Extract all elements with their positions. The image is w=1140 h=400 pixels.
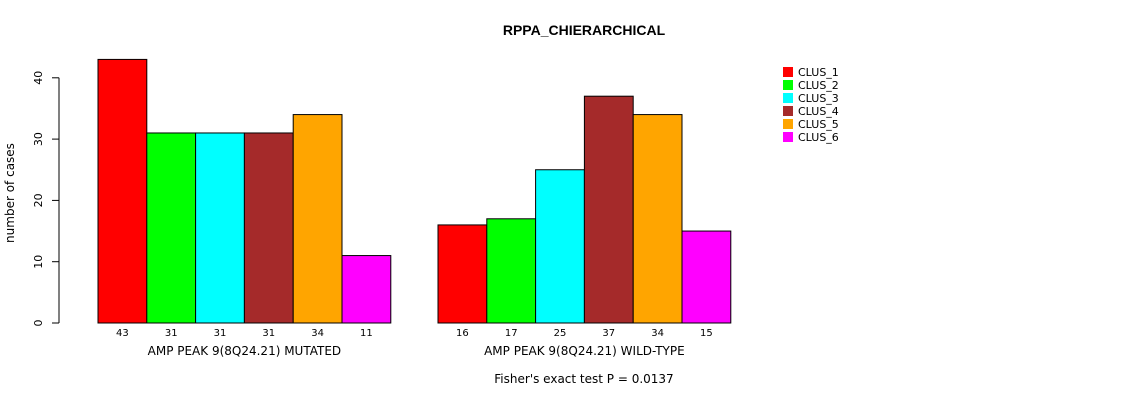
- bar-clus3-group1: [195, 132, 245, 324]
- group-label: AMP PEAK 9(8Q24.21) MUTATED: [148, 344, 342, 358]
- group-label: AMP PEAK 9(8Q24.21) WILD-TYPE: [484, 344, 685, 358]
- y-tick-label: 10: [32, 255, 45, 269]
- bar-value-label: 43: [116, 328, 129, 339]
- y-tick-label: 30: [32, 132, 45, 146]
- legend-label: CLUS_5: [798, 118, 839, 131]
- legend-label: CLUS_1: [798, 66, 839, 79]
- bar-value-label: 17: [505, 328, 518, 339]
- bars: [97, 58, 732, 324]
- y-tick-label: 0: [32, 320, 45, 327]
- legend-swatch: [783, 93, 793, 103]
- bar-clus2-group1: [146, 132, 197, 324]
- legend-swatch: [783, 80, 793, 90]
- legend-label: CLUS_3: [798, 92, 839, 105]
- bar-clus2-group2: [486, 218, 537, 324]
- y-axis: 0 10 20 30 40: [32, 71, 60, 327]
- fisher-test-footnote: Fisher's exact test P = 0.0137: [494, 372, 673, 386]
- bar-value-label: 34: [651, 328, 664, 339]
- group-labels: AMP PEAK 9(8Q24.21) MUTATED AMP PEAK 9(8Q…: [148, 344, 685, 358]
- bar-value-label: 37: [602, 328, 615, 339]
- bar-clus6-group1: [341, 255, 392, 324]
- bar-clus5-group1: [292, 114, 343, 324]
- bar-value-label: 31: [165, 328, 178, 339]
- bar-value-label: 15: [700, 328, 713, 339]
- bar-clus6-group2: [681, 230, 732, 324]
- bar-value-labels: 43 31 31 31 34 11 16 17 25 37 34 15: [116, 328, 713, 339]
- legend-label: CLUS_4: [798, 105, 839, 118]
- bar-value-label: 31: [214, 328, 227, 339]
- bar-clus4-group2: [583, 95, 634, 324]
- bar-value-label: 11: [360, 328, 373, 339]
- y-tick-label: 20: [32, 193, 45, 207]
- bar-value-label: 34: [311, 328, 324, 339]
- bar-value-label: 25: [554, 328, 567, 339]
- bar-clus5-group2: [632, 114, 683, 324]
- bar-value-label: 31: [262, 328, 275, 339]
- legend-label: CLUS_2: [798, 79, 839, 92]
- legend-swatch: [783, 67, 793, 77]
- legend-label: CLUS_6: [798, 131, 839, 144]
- bar-clus1-group2: [437, 224, 488, 324]
- chart-title: RPPA_CHIERARCHICAL: [503, 22, 666, 38]
- y-tick-label: 40: [32, 71, 45, 85]
- legend-swatch: [783, 106, 793, 116]
- bar-clus3-group2: [535, 169, 585, 324]
- legend-swatch: [783, 132, 793, 142]
- bar-value-label: 16: [456, 328, 469, 339]
- bar-clus4-group1: [243, 132, 294, 324]
- y-axis-label: number of cases: [3, 143, 17, 243]
- bar-clus1-group1: [97, 58, 148, 324]
- legend-swatch: [783, 119, 793, 129]
